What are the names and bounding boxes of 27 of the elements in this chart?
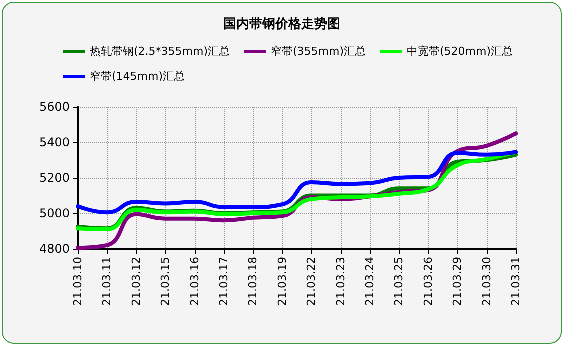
line-series [76, 150, 518, 215]
x-tick-label: 21.03.19 [276, 257, 289, 306]
x-tick-label: 21.03.25 [392, 257, 406, 306]
y-tick-label: 5600 [39, 100, 70, 114]
x-tick-label: 21.03.23 [334, 257, 348, 306]
x-tick-label: 21.03.17 [218, 257, 230, 306]
y-tick-label: 5400 [39, 136, 70, 150]
x-tick-label: 21.03.29 [451, 257, 464, 306]
x-tick-label: 21.03.16 [188, 257, 202, 306]
y-tick-label: 5000 [39, 206, 70, 220]
x-tick-label: 21.03.22 [305, 257, 318, 306]
legend-label: 窄带(355mm)汇总 [271, 45, 366, 58]
x-tick-label: 21.03.24 [364, 257, 376, 306]
x-tick-label: 21.03.30 [480, 257, 494, 306]
y-tick-label: 5200 [39, 171, 70, 185]
x-tick-label: 21.03.31 [510, 257, 522, 306]
chart-title: 国内带钢价格走势图 [224, 16, 340, 32]
x-tick-label: 21.03.10 [72, 257, 84, 306]
x-tick-label: 21.03.26 [422, 257, 435, 306]
legend-label: 中宽带(520mm)汇总 [407, 45, 514, 58]
x-tick-label: 21.03.11 [100, 257, 114, 306]
x-tick-label: 21.03.18 [246, 257, 260, 306]
legend-label: 窄带(145mm)汇总 [90, 70, 186, 83]
x-tick-label: 21.03.15 [159, 257, 172, 306]
x-tick-label: 21.03.12 [130, 257, 143, 306]
legend-label: 热轧带钢(2.5*355mm)汇总 [90, 45, 230, 58]
y-tick-label: 4800 [39, 242, 70, 256]
